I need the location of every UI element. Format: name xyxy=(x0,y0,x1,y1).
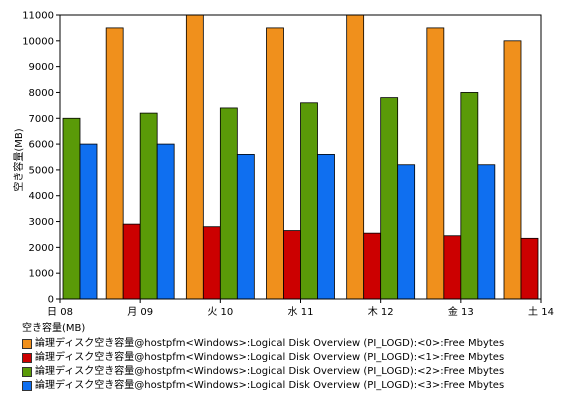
bars-layer xyxy=(62,14,539,300)
legend-swatch xyxy=(22,367,32,377)
legend: 空き容量(MB) 論理ディスク空き容量@hostpfm<Windows>:Log… xyxy=(22,322,504,393)
bar-s2-0 xyxy=(62,117,81,300)
bar-s3-5 xyxy=(477,164,496,300)
bar-s3-4 xyxy=(397,164,416,300)
axes-layer: 0 1000 2000 3000 4000 5000 6000 7000 8000 9000 100… xyxy=(22,11,554,319)
bar-s0-4 xyxy=(346,14,365,300)
legend-title: 空き容量(MB) xyxy=(22,323,86,334)
y-tick-label: 1000 xyxy=(29,269,54,280)
y-tick-label: 0 xyxy=(48,295,54,306)
y-tick-label: 10000 xyxy=(22,36,54,47)
y-tick-label: 2000 xyxy=(29,243,54,254)
y-tick-label: 8000 xyxy=(29,88,54,99)
bar-s2-3 xyxy=(300,102,318,300)
x-tick-label: 金 13 xyxy=(448,305,474,318)
y-axis-label: 空き容量(MB) xyxy=(12,128,25,191)
bar-s1-2 xyxy=(202,226,221,300)
bar-s3-3 xyxy=(317,154,335,300)
legend-label: 論理ディスク空き容量@hostpfm<Windows>:Logical Disk… xyxy=(35,338,505,349)
x-tick-label: 土 14 xyxy=(528,305,554,318)
x-tick-label: 日 08 xyxy=(47,307,73,318)
y-tick-label: 11000 xyxy=(22,11,54,22)
legend-item: 論理ディスク空き容量@hostpfm<Windows>:Logical Disk… xyxy=(22,337,504,351)
y-tick-label: 9000 xyxy=(29,62,54,73)
legend-swatch xyxy=(22,353,32,363)
x-tick-label: 火 10 xyxy=(207,306,233,318)
legend-label: 論理ディスク空き容量@hostpfm<Windows>:Logical Disk… xyxy=(35,366,505,377)
bar-s1-3 xyxy=(283,230,301,300)
y-tick-label: 5000 xyxy=(29,165,54,176)
bar-s1-6 xyxy=(520,237,539,300)
bar-s0-3 xyxy=(266,27,284,300)
bar-chart: 0 1000 2000 3000 4000 5000 6000 7000 8000 9000 100… xyxy=(12,11,554,319)
bar-s3-1 xyxy=(156,143,175,300)
legend-item: 論理ディスク空き容量@hostpfm<Windows>:Logical Disk… xyxy=(22,379,504,393)
x-tick-label: 月 09 xyxy=(127,306,153,318)
bar-s2-4 xyxy=(380,97,399,300)
bar-s1-1 xyxy=(122,223,141,300)
bar-s2-1 xyxy=(139,112,158,300)
bar-s3-2 xyxy=(236,154,255,300)
bar-s0-5 xyxy=(426,27,445,300)
bar-s3-0 xyxy=(79,143,98,300)
legend-swatch xyxy=(22,381,32,391)
legend-swatch xyxy=(22,339,32,349)
bar-s1-4 xyxy=(363,232,382,300)
x-tick-label: 水 11 xyxy=(288,306,314,318)
legend-items: 論理ディスク空き容量@hostpfm<Windows>:Logical Disk… xyxy=(22,337,504,393)
bar-s1-5 xyxy=(443,235,462,300)
legend-item: 論理ディスク空き容量@hostpfm<Windows>:Logical Disk… xyxy=(22,351,504,365)
y-tick-label: 7000 xyxy=(29,114,54,125)
x-tick-label: 木 12 xyxy=(368,306,394,318)
bar-s2-5 xyxy=(460,92,479,300)
y-tick-label: 4000 xyxy=(29,191,54,202)
y-tick-label: 3000 xyxy=(29,217,54,228)
legend-item: 論理ディスク空き容量@hostpfm<Windows>:Logical Disk… xyxy=(22,365,504,379)
bar-s0-2 xyxy=(185,14,204,300)
bar-s0-6 xyxy=(503,40,522,300)
legend-label: 論理ディスク空き容量@hostpfm<Windows>:Logical Disk… xyxy=(35,380,505,391)
bar-s0-1 xyxy=(105,27,124,300)
y-tick-label: 6000 xyxy=(29,140,54,151)
legend-label: 論理ディスク空き容量@hostpfm<Windows>:Logical Disk… xyxy=(35,352,505,363)
bar-s2-2 xyxy=(219,107,238,300)
